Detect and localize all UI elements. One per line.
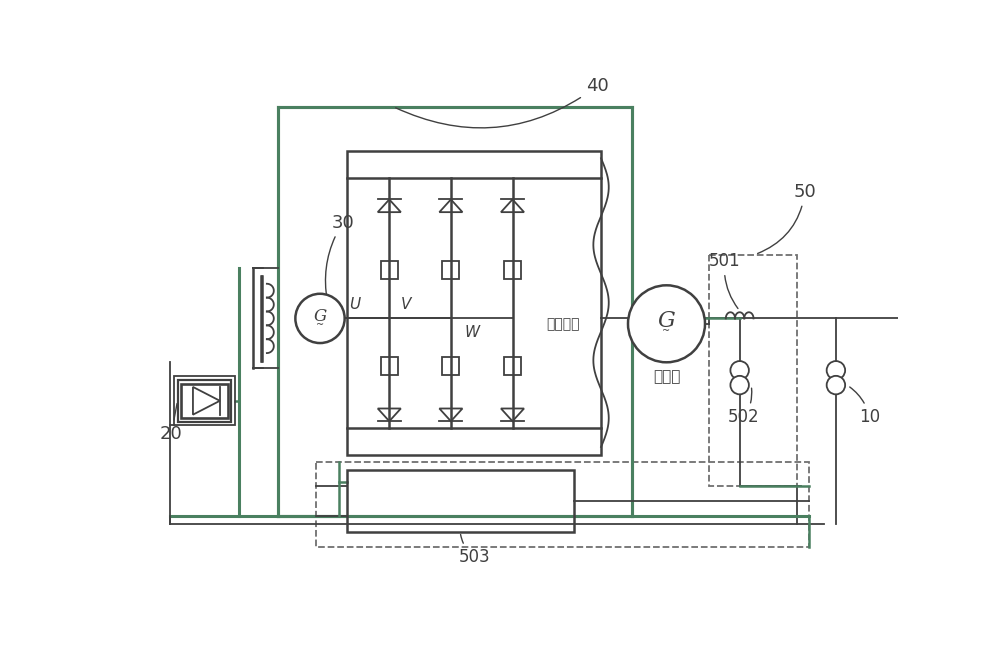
Text: ~: ~ — [662, 326, 671, 336]
Text: 10: 10 — [850, 387, 880, 426]
Text: W: W — [465, 325, 480, 340]
Bar — [504, 261, 521, 279]
Bar — [442, 357, 459, 375]
Bar — [381, 261, 398, 279]
Text: 20: 20 — [160, 404, 183, 443]
Text: 发电机: 发电机 — [653, 369, 680, 384]
Bar — [178, 380, 231, 422]
Circle shape — [827, 361, 845, 379]
Bar — [278, 106, 632, 516]
Bar — [442, 261, 459, 279]
Text: 503: 503 — [459, 535, 490, 566]
Text: 30: 30 — [325, 213, 354, 301]
Text: 502: 502 — [728, 388, 760, 426]
Bar — [174, 376, 235, 426]
Bar — [347, 150, 601, 455]
Text: 40: 40 — [396, 77, 608, 128]
Bar — [347, 470, 574, 531]
Circle shape — [730, 376, 749, 394]
Text: 501: 501 — [709, 252, 740, 308]
Circle shape — [827, 376, 845, 394]
Bar — [316, 462, 809, 547]
Text: 50: 50 — [758, 183, 816, 253]
Bar — [709, 255, 797, 486]
Circle shape — [730, 361, 749, 379]
Circle shape — [628, 285, 705, 362]
Text: G: G — [313, 308, 327, 324]
Text: ~: ~ — [316, 321, 324, 330]
Text: 转子绕组: 转子绕组 — [546, 317, 579, 331]
Bar — [181, 384, 228, 418]
Text: G: G — [658, 310, 675, 332]
Text: V: V — [401, 297, 411, 312]
Bar — [381, 357, 398, 375]
Circle shape — [295, 293, 345, 343]
Text: U: U — [349, 297, 360, 312]
Bar — [504, 357, 521, 375]
